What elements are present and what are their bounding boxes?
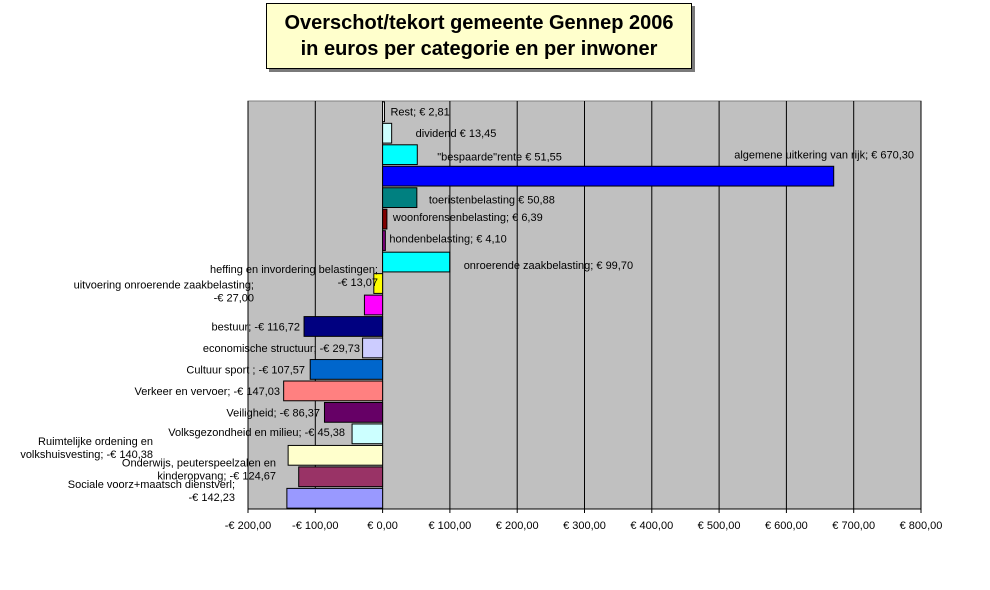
bar <box>382 165 835 187</box>
data-label: Verkeer en vervoer; -€ 147,03 <box>134 386 280 398</box>
data-label: kinderopvang; -€ 124,67 <box>157 470 276 482</box>
data-label: onroerende zaakbelasting; € 99,70 <box>464 260 633 272</box>
data-label: Rest; € 2,81 <box>390 107 449 119</box>
x-tick-label: -€ 200,00 <box>225 520 271 532</box>
x-tick-label: € 0,00 <box>367 520 398 532</box>
bar <box>298 466 384 488</box>
bar <box>382 144 418 166</box>
bar <box>362 337 384 359</box>
x-tick-label: € 400,00 <box>630 520 673 532</box>
data-label: "bespaarde"rente € 51,55 <box>437 152 562 164</box>
data-label: uitvoering onroerende zaakbelasting; <box>74 280 254 292</box>
bar <box>309 359 384 380</box>
x-tick-label: € 800,00 <box>900 520 943 532</box>
bar <box>382 187 418 209</box>
bar <box>286 487 384 509</box>
data-label: Volksgezondheid en milieu; -€ 45,38 <box>168 427 345 439</box>
bar <box>373 273 384 294</box>
bar <box>323 401 384 423</box>
chart-title-box: Overschot/tekort gemeente Gennep 2006 in… <box>266 3 692 69</box>
data-label: Veiligheid; -€ 86,37 <box>226 407 320 419</box>
bar <box>363 294 384 316</box>
x-tick-label: € 100,00 <box>428 520 471 532</box>
chart-title-line-1: Overschot/tekort gemeente Gennep 2006 <box>284 12 674 34</box>
bar <box>382 101 385 123</box>
bar <box>382 251 451 273</box>
x-tick-label: -€ 100,00 <box>292 520 338 532</box>
data-label: dividend € 13,45 <box>416 128 497 140</box>
data-label: Cultuur sport ; -€ 107,57 <box>186 364 305 376</box>
data-label: heffing en invordering belastingen; <box>210 264 378 276</box>
data-label: Ruimtelijke ordening en <box>38 436 153 448</box>
bar <box>283 380 384 402</box>
data-label: -€ 27,00 <box>214 293 254 305</box>
x-tick-label: € 300,00 <box>563 520 606 532</box>
bar <box>287 444 384 466</box>
x-tick-label: € 600,00 <box>765 520 808 532</box>
bar <box>351 423 384 445</box>
data-label: Onderwijs, peuterspeelzalen en <box>122 457 276 469</box>
data-label: economische structuur; -€ 29,73 <box>203 343 360 355</box>
bar <box>382 122 393 144</box>
data-label: -€ 142,23 <box>189 492 235 504</box>
data-label: toeristenbelasting € 50,88 <box>429 195 555 207</box>
data-label: algemene uitkering van rijk; € 670,30 <box>734 149 914 161</box>
data-label: Sociale voorz+maatsch dienstverl; <box>68 479 235 491</box>
bar <box>382 230 386 251</box>
data-label: -€ 13,07 <box>338 277 378 289</box>
x-tick-label: € 200,00 <box>496 520 539 532</box>
data-label: hondenbelasting; € 4,10 <box>389 234 506 246</box>
x-tick-label: € 500,00 <box>698 520 741 532</box>
data-label: woonforensenbelasting; € 6,39 <box>392 212 543 224</box>
bar <box>303 316 384 337</box>
x-tick-label: € 700,00 <box>832 520 875 532</box>
bar <box>382 208 388 230</box>
chart-title-line-2: in euros per categorie en per inwoner <box>300 38 658 60</box>
data-label: volkshuisvesting; -€ 140,38 <box>20 449 153 461</box>
data-label: bestuur; -€ 116,72 <box>212 321 300 333</box>
